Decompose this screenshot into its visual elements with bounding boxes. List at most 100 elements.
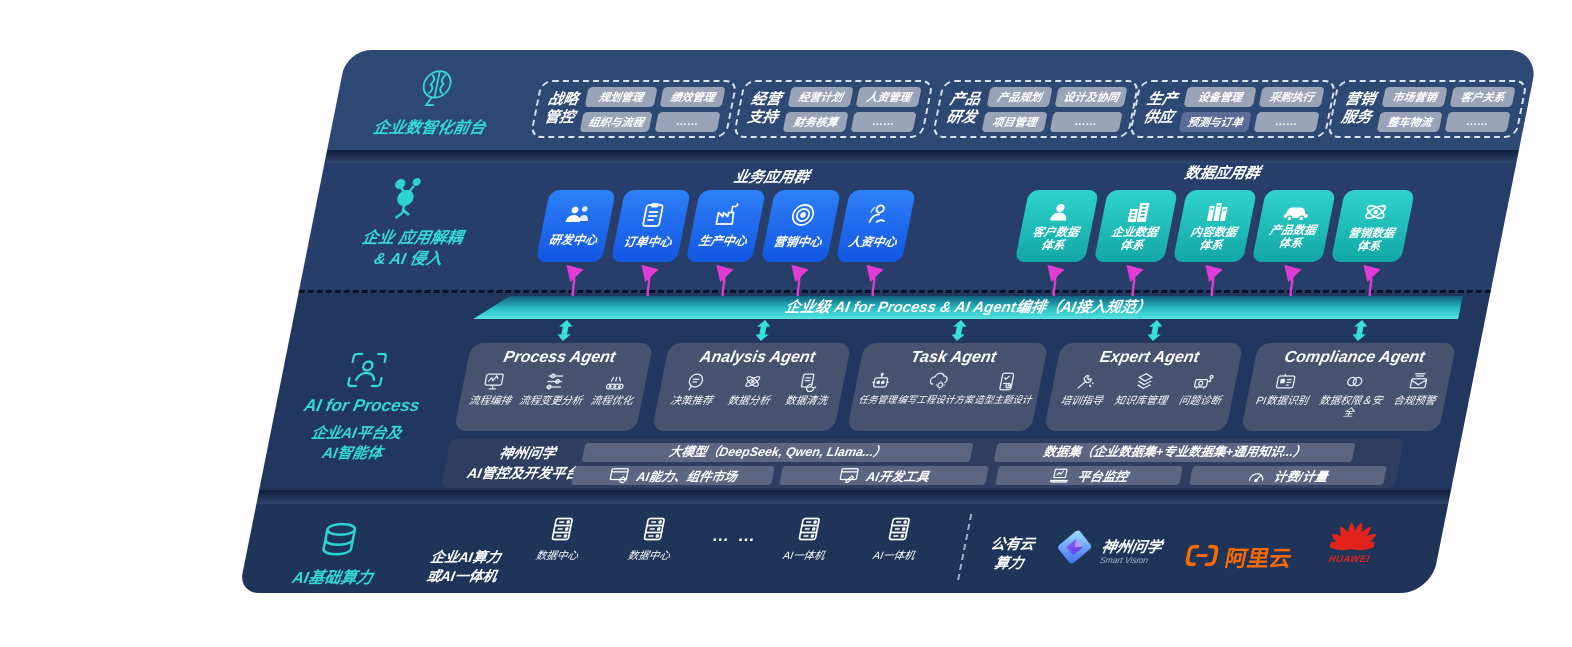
doc-sync-icon [797,371,823,392]
molecule-icon [379,176,434,222]
cell-devtools: AI开发工具 [779,466,989,485]
front-pill-highlight: 预测与订单 [1178,111,1252,132]
teal-double-arrow [1145,320,1165,341]
decision-head-icon [682,371,708,392]
aliyun-bracket-icon [1181,543,1222,568]
szwx-name: 神州问学 [1099,539,1164,556]
node-label: AI一体机 [781,550,826,562]
factory-icon [713,203,744,227]
front-group-strategy: 战略 管控 规划管理 绩效管理 组织与流程 …… [529,80,739,138]
front-pill: 人资管理 [855,86,922,107]
front-group-title: 营销 服务 [1339,91,1377,126]
szwx-logo [1049,526,1099,568]
server-icon [639,516,670,542]
conveyor-icon [602,371,628,392]
ai-layer-label-cn2: AI智能体 [320,445,385,462]
database-icon [313,522,365,560]
front-pill: …… [1253,111,1320,132]
customer-icon [1045,200,1074,224]
scan-person-icon [343,350,391,390]
front-pill: 项目管理 [981,111,1048,132]
server-icon [547,516,578,542]
szwx-subtitle: Smart Vision [1099,555,1150,565]
atom-icon [1360,199,1391,225]
cell-billing: 计费/计量 [1189,466,1387,485]
agent-box-expert: Expert Agent 培训指导 知识库管理 问题诊断 [1043,343,1244,431]
front-pill: 设备管理 [1183,86,1257,107]
front-pill: 财务核算 [782,111,849,132]
server-icon [884,516,915,542]
layers-icon [1132,371,1158,392]
mail-alert-icon [1405,371,1431,392]
node-label: AI一体机 [871,550,916,562]
data-box-content: 内容数据 体系 [1172,190,1258,262]
data-box-enterprise: 企业数据 体系 [1093,190,1179,262]
car-icon [1281,202,1313,222]
window-pen-icon [837,467,860,484]
main-panel: 企业数智化前台 战略 管控 规划管理 绩效管理 组织与流程 …… 经营 支持 经… [238,50,1539,593]
front-pill: 设计及协同 [1054,86,1128,107]
front-pill: …… [1444,111,1511,132]
front-pill: 绩效管理 [659,86,726,107]
agent-box-compliance: Compliance Agent PI数据识别 数据权限＆安全 合规预警 [1240,343,1457,431]
app-box-hr-center: 人资中心 [835,190,917,262]
ai-bus-bar: 企业级 AI for Process & AI Agent编排（AI接入规范） [473,296,1463,319]
training-tools-icon [1073,371,1099,392]
cell-ai-market: AI能力、组件市场 [571,466,775,485]
front-pill: 客户关系 [1449,86,1516,107]
front-group-marketing: 营销 服务 市场营销 客户关系 整车物流 …… [1326,80,1529,138]
front-pill: 采购执行 [1258,86,1325,107]
front-group-title: 经营 支持 [745,91,783,126]
checklist-icon [994,371,1020,392]
monitor-wave-icon [481,371,507,392]
front-group-title: 产品 研发 [944,91,982,126]
agent-box-process: Process Agent 流程编排 流程变更分析 流程优化 [453,343,654,431]
cloud-gear-icon [926,371,952,392]
hr-person-icon [862,202,893,228]
front-pill: 经营计划 [787,86,854,107]
ai-layer-label-cn1: 企业AI平台及 [309,425,404,442]
link-rings-icon [1342,371,1368,392]
teal-double-arrow [1350,320,1370,341]
public-cloud-label: 公有云 算力 [989,537,1036,572]
server-icon [794,516,825,542]
dataset-bar: 数据集（企业数据集+专业数据集+通用知识...） [993,443,1356,462]
teal-double-arrow [555,320,575,341]
aliyun-name: 阿里云 [1222,546,1294,571]
magenta-connector-arrows [566,264,1381,302]
brain-icon [409,66,464,112]
atom-outline-icon [740,371,766,392]
agent-box-analysis: Analysis Agent 决策推荐 数据分析 数据清洗 [651,343,852,431]
target-icon [787,202,818,228]
pillars-icon [1203,200,1232,224]
data-box-marketing: 营销数据 体系 [1330,190,1416,262]
diagnosis-machine-icon [1191,371,1217,392]
team-icon [562,204,594,226]
huawei-name: HUAWEI [1327,554,1371,565]
data-box-customer: 客户数据 体系 [1014,190,1100,262]
front-layer-label: 企业数智化前台 [371,120,488,137]
band-separator-2 [256,490,1452,504]
id-card-icon [1273,371,1299,392]
front-pill: …… [850,111,917,132]
ellipsis-more: … … [710,526,760,545]
business-apps-heading: 业务应用群 [732,169,811,186]
teal-double-arrow [949,320,969,341]
buildings-icon [1124,200,1153,224]
app-box-rnd-center: 研发中心 [535,190,617,262]
front-group-product: 产品 研发 产品规划 设计及协同 项目管理 …… [931,80,1141,138]
model-bar: 大模型（DeepSeek, Qwen, Llama...） [581,443,974,462]
data-apps-heading: 数据应用群 [1183,165,1262,182]
app-box-marketing-center: 营销中心 [760,190,842,262]
ai-layer-label-en: AI for Process [302,396,422,415]
front-group-production: 生产 供应 设备管理 采购执行 预测与订单 …… [1128,80,1338,138]
gauge-icon [1247,467,1268,484]
cell-monitor: 平台监控 [995,466,1183,485]
node-label: 数据中心 [626,550,672,562]
front-pill: 规划管理 [584,86,658,107]
sliders-icon [542,371,568,392]
front-pill: …… [654,111,721,132]
ai-platform-strip: 神州问学 AI管控及开发平台 大模型（DeepSeek, Qwen, Llama… [440,438,1405,488]
front-pill: 市场营销 [1381,86,1448,107]
